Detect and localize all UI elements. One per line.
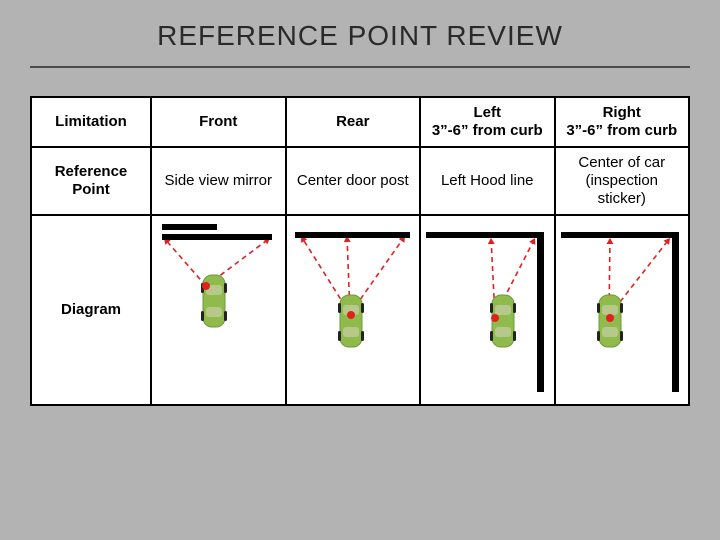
curb-bar-0 <box>561 232 679 238</box>
reference-point-table: Limitation Front Rear Left3”-6” from cur… <box>30 96 690 406</box>
limitation-col-3: Right3”-6” from curb <box>555 97 690 147</box>
diagram-col-3 <box>555 215 690 405</box>
curb-bar-0 <box>295 232 410 238</box>
diagram-col-2 <box>420 215 555 405</box>
refpoint-col-0: Side view mirror <box>151 147 286 215</box>
diagram-wrap-2 <box>421 216 554 404</box>
diagram-col-1 <box>286 215 421 405</box>
sight-arrowhead-1 <box>488 238 495 244</box>
curb-bar-0 <box>426 232 544 238</box>
car-icon <box>337 291 365 351</box>
refpoint-col-1: Center door post <box>286 147 421 215</box>
curb-bar-1 <box>162 224 217 230</box>
rowlabel-refpoint: Reference Point <box>31 147 151 215</box>
rowlabel-diagram: Diagram <box>31 215 151 405</box>
diagram-col-0 <box>151 215 286 405</box>
car-icon <box>200 271 228 331</box>
limitation-col-0: Front <box>151 97 286 147</box>
row-diagram: Diagram <box>31 215 689 405</box>
page-title: REFERENCE POINT REVIEW <box>30 20 690 52</box>
driver-eye-marker <box>347 311 355 319</box>
rowlabel-limitation: Limitation <box>31 97 151 147</box>
sight-arrowhead-1 <box>606 238 613 244</box>
driver-eye-marker <box>606 314 614 322</box>
refpoint-col-3: Center of car (inspection sticker) <box>555 147 690 215</box>
curb-bar-1 <box>672 232 679 392</box>
car-topdown <box>200 271 228 331</box>
driver-eye-marker <box>491 314 499 322</box>
title-rule <box>30 66 690 68</box>
curb-bar-1 <box>537 232 544 392</box>
limitation-col-2: Left3”-6” from curb <box>420 97 555 147</box>
car-topdown <box>337 291 365 351</box>
diagram-wrap-0 <box>152 216 285 404</box>
refpoint-col-2: Left Hood line <box>420 147 555 215</box>
sight-lines <box>421 216 554 404</box>
driver-eye-marker <box>202 282 210 290</box>
row-reference-point: Reference Point Side view mirror Center … <box>31 147 689 215</box>
row-limitation: Limitation Front Rear Left3”-6” from cur… <box>31 97 689 147</box>
limitation-col-1: Rear <box>286 97 421 147</box>
diagram-wrap-3 <box>556 216 689 404</box>
curb-bar-0 <box>162 234 272 240</box>
diagram-wrap-1 <box>287 216 420 404</box>
